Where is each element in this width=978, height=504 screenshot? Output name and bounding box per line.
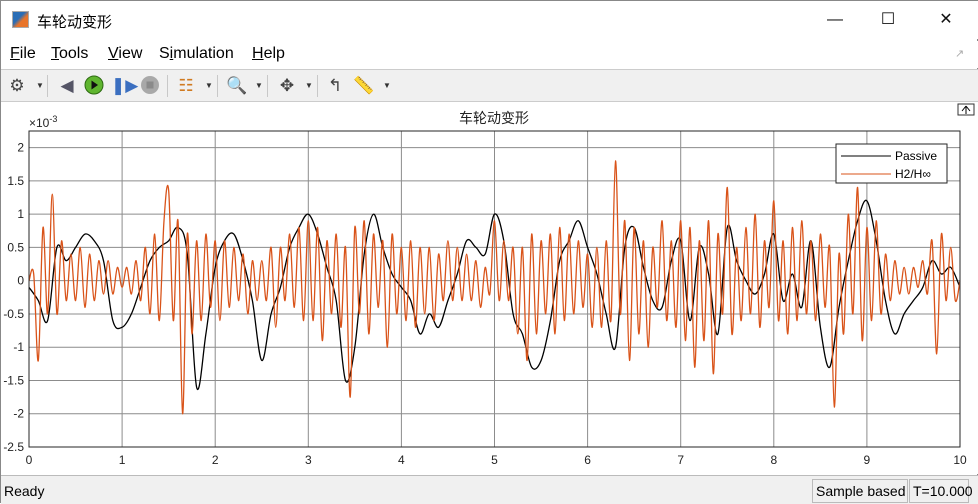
close-icon[interactable]: ✕: [939, 11, 953, 28]
scope-axes[interactable]: 车轮动变形 ×10-3 0 1 2 3 4 5 6 7 8 9 10 2 1.5 1 0.5 0 -0.5 -1 -…: [1, 102, 978, 474]
highlight-dropdown-icon[interactable]: ▼: [205, 81, 213, 90]
y-tick-label: -1.5: [3, 373, 24, 387]
series-line-passive: [28, 199, 961, 391]
separator: [167, 75, 168, 97]
status-bar: Ready Sample based T=10.000: [1, 475, 978, 504]
exponent-label: ×10-3: [29, 114, 57, 130]
x-tick-label: 0: [26, 453, 33, 467]
window-title: 车轮动变形: [37, 14, 113, 31]
legend-label-passive: Passive: [895, 149, 937, 163]
title-bar: 车轮动变形 — ☐ ✕: [1, 1, 978, 39]
x-tick-label: 5: [491, 453, 498, 467]
exponent-power: -3: [49, 114, 57, 124]
series-line-h2hinf: [28, 160, 961, 415]
separator: [317, 75, 318, 97]
x-tick-label: 8: [770, 453, 777, 467]
measurements-dropdown-icon[interactable]: ▼: [383, 81, 391, 90]
x-tick-label: 10: [953, 453, 967, 467]
menu-help[interactable]: Help: [252, 45, 285, 62]
x-tick-label: 9: [864, 453, 871, 467]
series-lines: [28, 160, 961, 415]
measurements-ruler-icon[interactable]: 📏: [353, 76, 375, 95]
settings-dropdown-icon[interactable]: ▼: [36, 81, 44, 90]
legend-box: [835, 143, 948, 184]
x-tick-label: 3: [305, 453, 312, 467]
step-forward-icon[interactable]: ❚▶: [111, 76, 139, 95]
run-icon[interactable]: [83, 75, 105, 97]
separator: [47, 75, 48, 97]
matlab-logo-icon: [12, 11, 29, 28]
status-sample-mode: Sample based: [812, 479, 908, 503]
zoom-dropdown-icon[interactable]: ▼: [255, 81, 263, 90]
legend-label-h2hinf: H2/H∞: [895, 167, 931, 181]
axes-box: [28, 130, 961, 448]
menu-file[interactable]: File: [10, 45, 36, 62]
maximize-icon[interactable]: ☐: [880, 11, 896, 28]
menu-tools[interactable]: Tools: [51, 45, 89, 62]
exponent-base: ×10: [29, 116, 50, 130]
highlight-block-icon[interactable]: ☷: [178, 76, 194, 95]
x-tick-label: 6: [584, 453, 591, 467]
y-tick-label: -2.5: [3, 440, 24, 454]
fit-to-view-icon[interactable]: ✥: [279, 76, 295, 95]
y-tick-label: -1: [13, 340, 24, 354]
y-tick-label: 1.5: [7, 174, 24, 188]
step-back-icon[interactable]: ◀: [60, 76, 74, 95]
y-tick-label: 1: [17, 207, 24, 221]
menu-bar: File Tools View Simulation Help ↗: [1, 41, 978, 68]
menu-simulation[interactable]: Simulation: [159, 45, 234, 63]
y-tick-label: -0.5: [3, 307, 24, 321]
fit-dropdown-icon[interactable]: ▼: [305, 81, 313, 90]
x-tick-label: 7: [677, 453, 684, 467]
menu-view[interactable]: View: [108, 45, 143, 62]
scope-plot-panel: 车轮动变形 ×10-3 0 1 2 3 4 5 6 7 8 9 10 2 1.5 1 0.5 0 -0.5 -1 -…: [1, 102, 978, 474]
x-tick-label: 1: [119, 453, 126, 467]
zoom-in-icon[interactable]: 🔍: [226, 76, 248, 95]
menu-simulation-pre: S: [159, 45, 170, 62]
plot-title: 车轮动变形: [459, 110, 529, 126]
x-tick-label: 4: [398, 453, 405, 467]
y-tick-label: 2: [17, 141, 24, 155]
menu-simulation-label: mulation: [173, 45, 234, 62]
legend[interactable]: Passive H2/H∞: [835, 143, 948, 184]
settings-gear-icon[interactable]: ⚙: [9, 76, 25, 95]
y-tick-label: 0.5: [7, 240, 24, 254]
stop-icon[interactable]: [139, 75, 161, 97]
separator: [217, 75, 218, 97]
menu-simulation-accel: i: [169, 45, 174, 62]
toolbar: ⚙ ▼ ◀ ❚▶ ☷ ▼ 🔍 ▼ ✥ ▼ ↰ 📏 ▼: [1, 69, 978, 102]
x-tick-label: 2: [212, 453, 219, 467]
separator: [267, 75, 268, 97]
y-tick-label: -2: [13, 407, 24, 421]
undock-icon[interactable]: ↗: [955, 48, 965, 60]
minimize-icon[interactable]: —: [827, 11, 843, 28]
grid-lines: [28, 131, 961, 448]
undock-arrow: [961, 105, 971, 114]
status-sim-time: T=10.000: [909, 479, 973, 503]
y-tick-label: 0: [17, 274, 24, 288]
triggers-icon[interactable]: ↰: [327, 76, 343, 95]
status-ready: Ready: [4, 483, 45, 499]
tick-labels: 0 1 2 3 4 5 6 7 8 9 10 2 1.5 1 0.5 0 -0.5 -1 -1.5 -2 -2.5: [3, 141, 967, 467]
